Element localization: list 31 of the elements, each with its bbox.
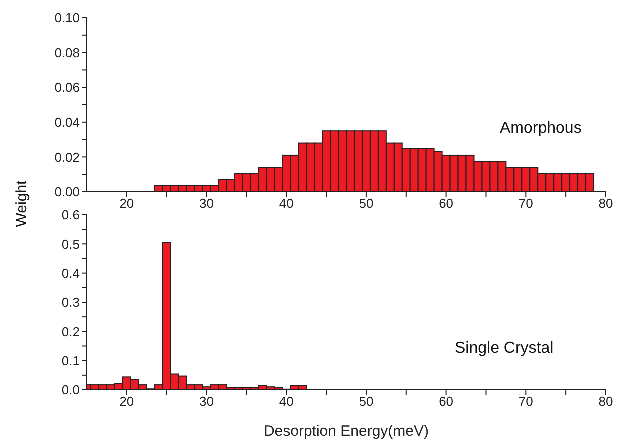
y-tick-label: 0.5 [62,236,80,252]
x-tick-label: 70 [518,196,534,212]
y-tick-label: 0.3 [62,295,80,310]
x-tick-label: 70 [518,394,534,410]
x-tick-label: 50 [359,196,374,212]
y-tick-label: 0.02 [54,150,80,165]
x-tick-label: 20 [120,394,134,410]
y-tick-label: 0.06 [54,80,80,96]
y-tick-label: 0.6 [62,208,80,223]
y-tick-label: 0.4 [62,266,80,281]
annotation: Single Crystal [455,340,554,358]
x-tick-label: 20 [120,196,134,212]
x-tick-label: 40 [279,196,294,212]
y-axis-title: Weight [14,180,30,228]
x-tick-label: 60 [439,196,454,212]
x-axis-title: Desorption Energy(meV) [264,423,430,440]
x-tick-label: 30 [200,196,214,212]
x-tick-label: 40 [279,394,294,410]
y-tick-label: 0.00 [54,184,80,200]
x-tick-label: 60 [439,394,454,410]
x-tick-label: 50 [359,394,374,410]
y-tick-label: 0.1 [62,353,80,368]
y-tick-label: 0.10 [54,10,80,26]
x-tick-label: 30 [200,394,214,410]
y-tick-label: 0.04 [54,115,80,130]
x-tick-label: 80 [598,394,614,410]
annotation: Amorphous [500,120,582,138]
y-tick-label: 0.08 [54,45,80,60]
y-tick-label: 0.2 [62,324,80,340]
x-tick-label: 80 [598,196,614,212]
y-tick-label: 0.0 [62,382,80,398]
